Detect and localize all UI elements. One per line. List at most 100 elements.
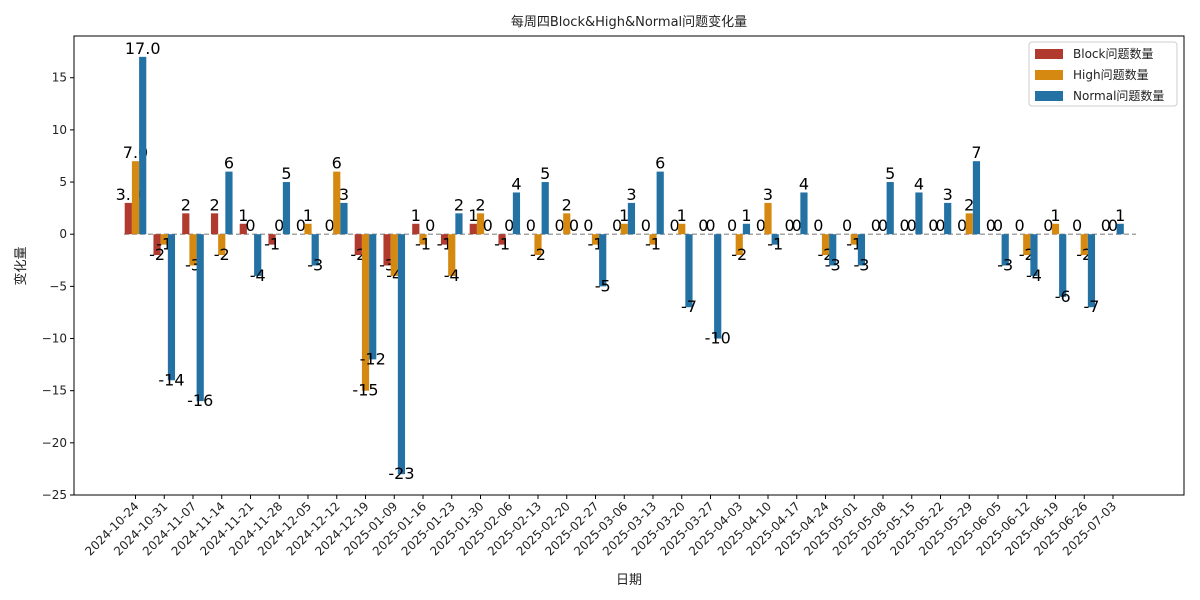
data-label: -4 bbox=[250, 266, 266, 285]
bar-normal bbox=[282, 182, 291, 235]
data-label: -5 bbox=[595, 276, 611, 295]
data-label: 6 bbox=[332, 154, 342, 173]
legend-label: Block问题数量 bbox=[1073, 46, 1153, 61]
x-axis-title: 日期 bbox=[616, 573, 642, 588]
data-label: 0 bbox=[569, 216, 579, 235]
bar-high bbox=[563, 213, 571, 235]
data-label: 0 bbox=[526, 216, 536, 235]
data-label: 0 bbox=[612, 216, 622, 235]
legend: Block问题数量 High问题数量 Normal问题数量 bbox=[1028, 41, 1178, 107]
bar-high bbox=[131, 161, 140, 235]
bar-normal bbox=[167, 234, 176, 381]
data-label: -7 bbox=[681, 297, 697, 316]
data-label: 0 bbox=[698, 216, 708, 235]
data-label: 1 bbox=[411, 206, 421, 225]
data-label: 1 bbox=[677, 206, 687, 225]
bar-high bbox=[419, 234, 427, 245]
bar-normal bbox=[656, 171, 664, 235]
data-label: 6 bbox=[655, 154, 665, 173]
data-label: 4 bbox=[511, 174, 521, 193]
bar-normal bbox=[800, 192, 808, 235]
data-label: 6 bbox=[224, 154, 234, 173]
data-label: 0 bbox=[669, 216, 679, 235]
bar-block bbox=[153, 234, 161, 256]
data-label: -3 bbox=[853, 256, 869, 275]
bar-normal bbox=[397, 234, 406, 475]
bar-normal bbox=[771, 234, 779, 245]
data-label: 1 bbox=[1115, 206, 1125, 225]
data-label: 0 bbox=[641, 216, 651, 235]
bar-high bbox=[333, 171, 341, 235]
data-label: 0 bbox=[1101, 216, 1111, 235]
data-label: -7 bbox=[1083, 297, 1099, 316]
bar-block bbox=[239, 223, 247, 235]
bar-high bbox=[678, 223, 686, 235]
data-label: 0 bbox=[483, 216, 493, 235]
data-label: 1 bbox=[1050, 206, 1060, 225]
data-label: 0 bbox=[878, 216, 888, 235]
data-label: 0 bbox=[583, 216, 593, 235]
bar-high bbox=[649, 234, 657, 245]
data-label: 4 bbox=[914, 174, 924, 193]
data-label: 17.0 bbox=[125, 39, 161, 58]
data-label: 0 bbox=[1014, 216, 1024, 235]
y-tick-label: 0 bbox=[59, 227, 67, 241]
bar-block bbox=[182, 213, 190, 235]
data-label: -2 bbox=[731, 245, 747, 264]
legend-label: High问题数量 bbox=[1073, 67, 1149, 82]
data-label: 0 bbox=[274, 216, 284, 235]
bar-high bbox=[821, 234, 830, 256]
data-label: -2 bbox=[530, 245, 546, 264]
data-label: 0 bbox=[1043, 216, 1053, 235]
bar-normal bbox=[915, 192, 923, 235]
legend-box bbox=[1028, 41, 1178, 107]
legend-swatch bbox=[1035, 49, 1063, 59]
legend-swatch bbox=[1035, 91, 1063, 101]
data-label: 0 bbox=[705, 216, 715, 235]
y-tick-label: −10 bbox=[42, 332, 67, 346]
data-label: 0 bbox=[907, 216, 917, 235]
plot-frame bbox=[73, 35, 1185, 496]
data-label: 1 bbox=[303, 206, 313, 225]
data-label: 0 bbox=[813, 216, 823, 235]
bar-normal bbox=[886, 182, 894, 235]
bar-block bbox=[498, 234, 506, 245]
data-label: 4 bbox=[799, 174, 809, 193]
data-label: 5 bbox=[885, 164, 895, 183]
data-label: 2 bbox=[454, 195, 464, 214]
data-label: -3 bbox=[997, 256, 1013, 275]
bar-normal bbox=[627, 202, 636, 235]
y-axis-title: 变化量 bbox=[13, 246, 29, 285]
bar-normal bbox=[1087, 234, 1096, 308]
data-label: 0 bbox=[871, 216, 881, 235]
data-label: -1 bbox=[767, 235, 783, 254]
bar-normal bbox=[944, 202, 952, 235]
data-label: 3 bbox=[626, 185, 636, 204]
bar-normal bbox=[512, 192, 521, 235]
data-label: 0 bbox=[245, 216, 255, 235]
data-label: -1 bbox=[494, 235, 510, 254]
y-tick-label: 10 bbox=[52, 123, 67, 137]
legend-label: Normal问题数量 bbox=[1073, 88, 1164, 103]
data-label: -3 bbox=[307, 256, 323, 275]
data-label: 0 bbox=[784, 216, 794, 235]
bar-normal bbox=[196, 234, 204, 402]
data-label: 0 bbox=[756, 216, 766, 235]
data-label: -1 bbox=[415, 235, 431, 254]
data-label: 2 bbox=[475, 195, 485, 214]
data-label: 0 bbox=[993, 216, 1003, 235]
data-label: 0 bbox=[986, 216, 996, 235]
y-tick-label: 5 bbox=[59, 175, 67, 189]
bar-normal bbox=[541, 182, 549, 235]
bar-high bbox=[448, 234, 456, 276]
data-label: 2 bbox=[209, 195, 219, 214]
bar-normal bbox=[139, 56, 147, 235]
bar-normal bbox=[1001, 234, 1009, 266]
bar-block bbox=[124, 202, 132, 235]
data-label: 2 bbox=[181, 195, 191, 214]
data-label: -3 bbox=[825, 256, 841, 275]
bar-normal bbox=[972, 161, 981, 235]
data-label: -10 bbox=[705, 329, 731, 348]
data-label: -1 bbox=[264, 235, 280, 254]
